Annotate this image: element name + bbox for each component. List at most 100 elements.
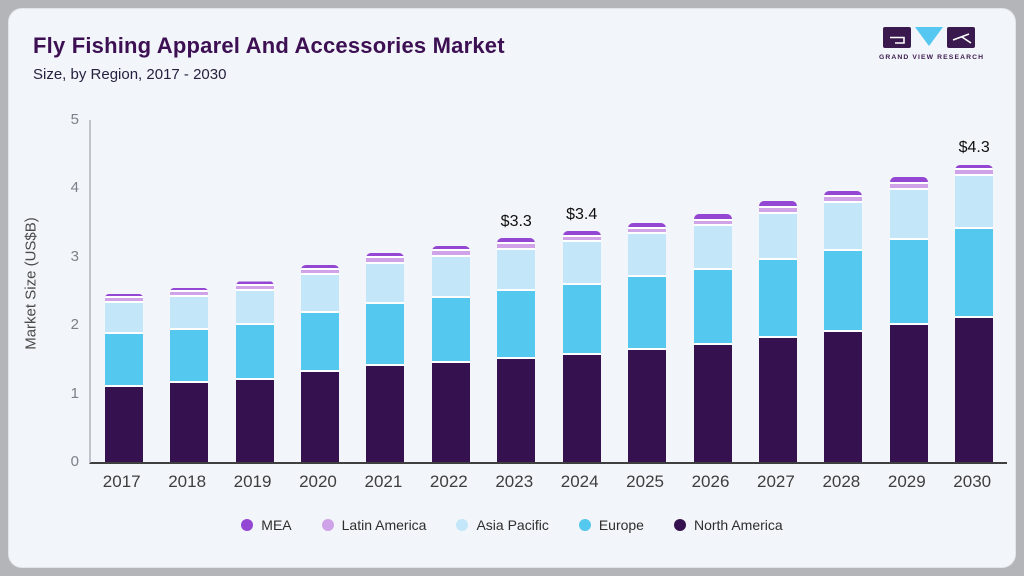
bar-segment-asia-pacific-2021 xyxy=(366,263,405,305)
x-tick-label-2028: 2028 xyxy=(822,472,861,491)
bar-segment-latin-america-2021 xyxy=(366,258,405,264)
bar-column-2019 xyxy=(222,120,287,462)
bar-2027 xyxy=(758,201,797,462)
bar-segment-europe-2027 xyxy=(758,260,797,339)
legend-label-asia-pacific: Asia Pacific xyxy=(476,517,549,533)
bar-value-label-2024: $3.4 xyxy=(566,205,598,223)
bar-segment-mea-2021 xyxy=(366,252,405,259)
x-tick-label-2021: 2021 xyxy=(364,472,403,491)
bar-segment-europe-2021 xyxy=(366,304,405,367)
bar-segment-north-america-2017 xyxy=(104,386,143,462)
bar-segment-europe-2025 xyxy=(628,277,667,350)
bar-segment-latin-america-2023 xyxy=(497,243,536,250)
bar-segment-asia-pacific-2018 xyxy=(170,297,209,330)
bar-segment-mea-2029 xyxy=(889,177,928,185)
bar-column-2024: $3.4 xyxy=(549,120,614,462)
bar-segment-europe-2023 xyxy=(497,291,536,359)
y-tick-label-5: 5 xyxy=(70,111,79,128)
bars-row: $3.3 $3.4 $4.3 xyxy=(91,120,1007,462)
bar-2028 xyxy=(824,190,863,462)
bar-segment-latin-america-2026 xyxy=(693,220,732,227)
bar-segment-europe-2026 xyxy=(693,269,732,346)
bar-column-2020 xyxy=(287,120,352,462)
bar-segment-north-america-2021 xyxy=(366,366,405,462)
y-tick-label-3: 3 xyxy=(70,247,79,265)
bar-2019 xyxy=(235,281,274,462)
bar-2018 xyxy=(170,287,209,462)
plot-area: $3.3 $3.4 $4.3 xyxy=(89,120,1007,464)
bar-segment-asia-pacific-2029 xyxy=(889,189,928,240)
bar-segment-asia-pacific-2026 xyxy=(693,226,732,270)
bar-segment-europe-2024 xyxy=(562,284,601,355)
bar-segment-europe-2018 xyxy=(170,330,209,384)
bar-segment-latin-america-2019 xyxy=(235,286,274,292)
legend-dot-europe xyxy=(578,519,591,531)
y-axis-title: Market Size (US$B) xyxy=(22,217,40,350)
bar-segment-latin-america-2022 xyxy=(431,251,470,257)
legend-dot-north-america xyxy=(673,519,686,531)
bar-column-2028 xyxy=(811,120,876,462)
legend-item-asia-pacific: Asia Pacific xyxy=(456,517,549,533)
y-tick-label-0: 0 xyxy=(70,453,79,470)
chart-card: Fly Fishing Apparel And Accessories Mark… xyxy=(8,8,1016,568)
bar-segment-north-america-2027 xyxy=(758,338,797,462)
legend-label-north-america: North America xyxy=(693,517,783,533)
bar-segment-europe-2019 xyxy=(235,325,274,380)
bar-segment-europe-2017 xyxy=(104,334,143,387)
x-tick-label-2017: 2017 xyxy=(102,472,141,491)
bar-segment-latin-america-2020 xyxy=(300,269,339,275)
bar-2021 xyxy=(366,252,405,462)
bar-column-2023: $3.3 xyxy=(484,120,549,462)
x-tick-label-2018: 2018 xyxy=(168,472,207,491)
bar-segment-mea-2025 xyxy=(628,222,667,229)
bar-segment-mea-2027 xyxy=(758,201,797,208)
bar-segment-north-america-2018 xyxy=(170,383,209,462)
bar-segment-latin-america-2029 xyxy=(889,184,928,190)
bar-2026 xyxy=(693,214,732,462)
gvr-logo-text: GRAND VIEW RESEARCH xyxy=(879,54,985,61)
x-tick-label-2019: 2019 xyxy=(233,472,272,491)
bar-column-2018 xyxy=(156,120,221,462)
bar-segment-north-america-2025 xyxy=(628,349,667,462)
legend-dot-latin-america xyxy=(321,519,334,531)
bar-column-2022 xyxy=(418,120,483,462)
bar-2025 xyxy=(628,222,667,462)
bar-segment-asia-pacific-2024 xyxy=(562,242,601,285)
y-tick-label-1: 1 xyxy=(70,384,79,402)
bar-column-2017 xyxy=(91,120,156,462)
legend-item-europe: Europe xyxy=(578,517,644,533)
bar-segment-asia-pacific-2023 xyxy=(497,249,536,292)
bar-column-2027 xyxy=(745,120,810,462)
x-tick-label-2027: 2027 xyxy=(757,472,795,491)
bar-segment-north-america-2019 xyxy=(235,379,274,462)
bar-2023 xyxy=(497,238,536,462)
bar-2020 xyxy=(300,265,339,462)
x-tick-label-2022: 2022 xyxy=(429,472,468,491)
bar-segment-north-america-2022 xyxy=(431,362,470,462)
x-tick-label-2030: 2030 xyxy=(953,472,992,491)
bar-segment-north-america-2030 xyxy=(955,318,994,462)
bar-segment-asia-pacific-2022 xyxy=(431,256,470,298)
x-tick-label-2020: 2020 xyxy=(299,472,337,491)
bar-segment-asia-pacific-2028 xyxy=(824,202,863,252)
y-tick-label-2: 2 xyxy=(70,316,79,334)
bar-segment-europe-2022 xyxy=(431,297,470,363)
bar-segment-mea-2018 xyxy=(170,287,209,293)
bar-segment-latin-america-2028 xyxy=(824,196,863,203)
bar-segment-mea-2024 xyxy=(562,230,601,237)
x-tick-label-2024: 2024 xyxy=(560,472,599,491)
x-tick-label-2026: 2026 xyxy=(691,472,730,491)
bar-2017 xyxy=(104,293,143,462)
bar-segment-latin-america-2030 xyxy=(955,169,994,177)
bar-column-2030: $4.3 xyxy=(941,120,1006,462)
bar-segment-europe-2030 xyxy=(955,229,994,319)
legend-item-north-america: North America xyxy=(673,517,783,533)
bar-segment-latin-america-2027 xyxy=(758,207,797,214)
bar-segment-asia-pacific-2020 xyxy=(300,274,339,313)
bar-segment-north-america-2029 xyxy=(889,325,928,462)
x-axis-labels: 2017 2018 2019 2020 2021 2022 2023 2024 2025 2026… xyxy=(89,472,1005,492)
legend-label-latin-america: Latin America xyxy=(341,517,427,533)
bar-segment-europe-2028 xyxy=(824,251,863,333)
gvr-logo-icon xyxy=(883,27,975,48)
bar-segment-mea-2022 xyxy=(431,245,470,252)
